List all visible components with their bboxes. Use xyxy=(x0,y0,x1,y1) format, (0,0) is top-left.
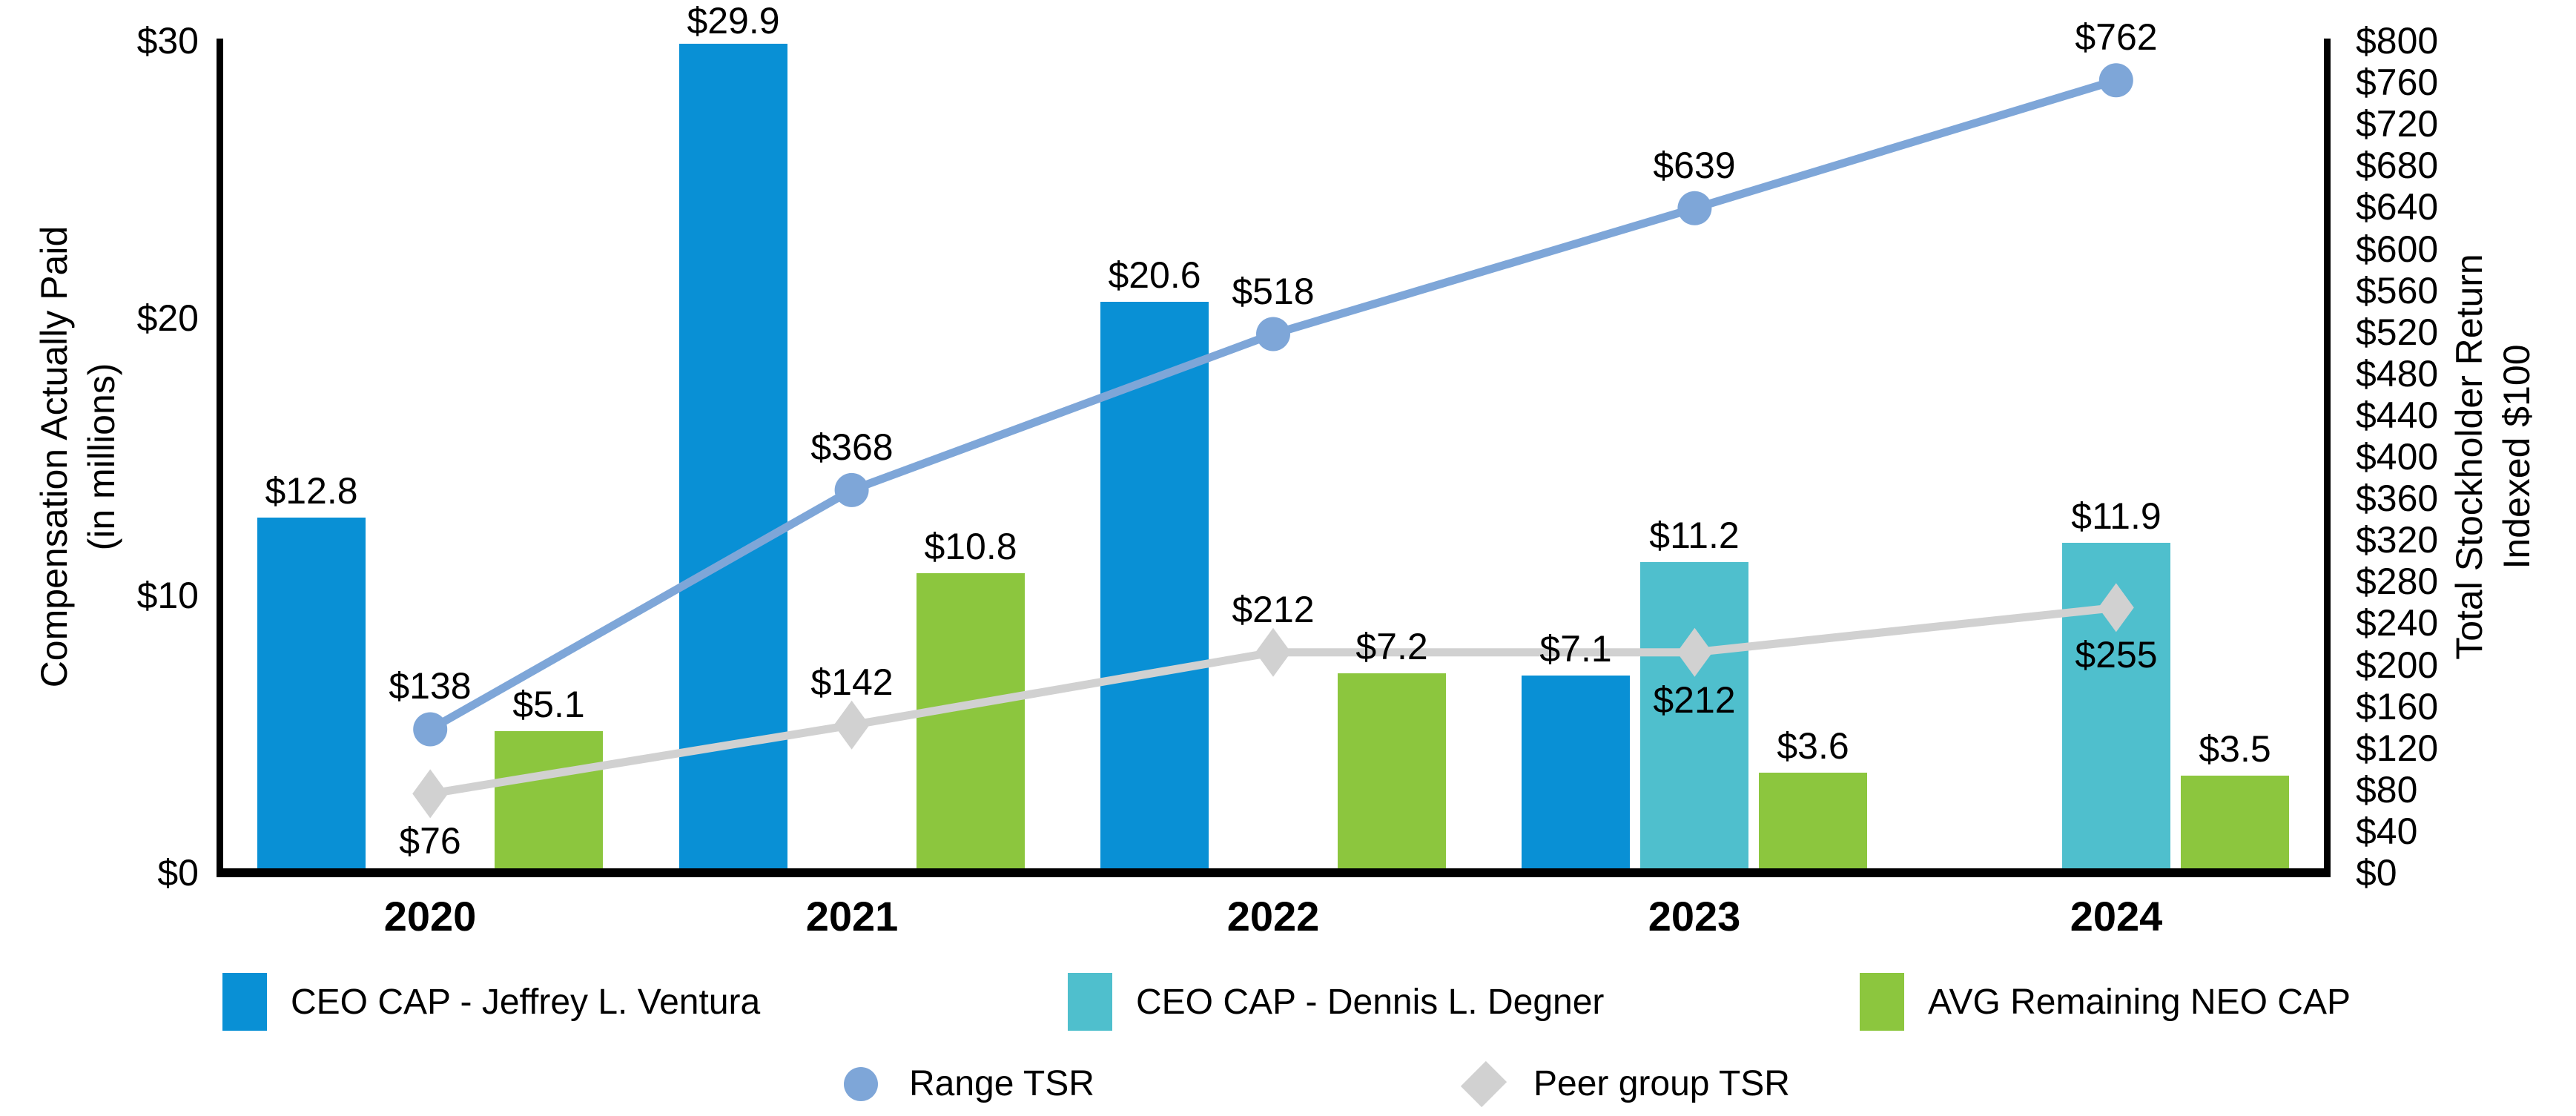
bar-value-label-avg-remaining-neo-cap-2024: $3.5 xyxy=(2199,728,2271,770)
point-value-label-peer-group-tsr-2024: $255 xyxy=(2075,634,2158,676)
bar-value-label-avg-remaining-neo-cap-2023: $3.6 xyxy=(1777,725,1849,767)
legend-label-range-tsr: Range TSR xyxy=(909,1064,1094,1103)
circle-marker-range-tsr-2021 xyxy=(834,472,869,507)
bar-avg-remaining-neo-cap-2021 xyxy=(917,573,1025,873)
bar-value-label-avg-remaining-neo-cap-2020: $5.1 xyxy=(512,684,585,725)
bar-avg-remaining-neo-cap-2022 xyxy=(1338,673,1446,873)
right-axis-tick-400: $400 xyxy=(2356,436,2439,478)
right-axis-tick-320: $320 xyxy=(2356,519,2439,561)
bar-ceo-cap-jeffrey-l-ventura-2023 xyxy=(1522,676,1630,873)
right-axis-tick-160: $160 xyxy=(2356,686,2439,727)
circle-marker-range-tsr-2022 xyxy=(1256,317,1290,351)
x-axis-label-2024: 2024 xyxy=(2070,893,2163,940)
bar-avg-remaining-neo-cap-2023 xyxy=(1759,773,1867,873)
right-axis-line xyxy=(2324,39,2331,877)
right-axis-tick-40: $40 xyxy=(2356,810,2418,852)
circle-marker-range-tsr-2023 xyxy=(1677,191,1712,225)
right-axis-tick-120: $120 xyxy=(2356,727,2439,769)
right-axis-tick-720: $720 xyxy=(2356,103,2439,145)
diamond-marker-peer-group-tsr-2022 xyxy=(1255,627,1291,677)
point-value-label-range-tsr-2022: $518 xyxy=(1232,271,1315,312)
bar-avg-remaining-neo-cap-2024 xyxy=(2181,776,2289,873)
right-axis-tick-680: $680 xyxy=(2356,145,2439,186)
left-axis-tick-20: $20 xyxy=(136,297,199,339)
right-axis-tick-80: $80 xyxy=(2356,769,2418,810)
bar-value-label-avg-remaining-neo-cap-2021: $10.8 xyxy=(924,526,1017,567)
legend-swatch-ceo-cap-degner xyxy=(1068,973,1112,1031)
point-value-label-range-tsr-2021: $368 xyxy=(810,426,894,468)
bar-value-label-ceo-cap-jeffrey-l-ventura-2021: $29.9 xyxy=(687,0,780,42)
diamond-marker-peer-group-tsr-2024 xyxy=(2098,583,2134,633)
circle-marker-range-tsr-2024 xyxy=(2098,63,2133,98)
point-value-label-range-tsr-2020: $138 xyxy=(389,665,472,707)
point-value-label-range-tsr-2023: $639 xyxy=(1653,145,1736,186)
point-value-label-peer-group-tsr-2022: $212 xyxy=(1232,589,1315,630)
x-axis-label-2020: 2020 xyxy=(383,893,477,940)
legend-marker-range-tsr-circle-icon xyxy=(844,1067,878,1101)
left-axis-tick-10: $10 xyxy=(136,575,199,616)
bar-value-label-ceo-cap-dennis-l-degner-2024: $11.9 xyxy=(2071,495,2161,537)
point-value-label-peer-group-tsr-2023: $212 xyxy=(1653,679,1736,721)
right-axis-tick-760: $760 xyxy=(2356,62,2439,103)
right-axis-tick-200: $200 xyxy=(2356,644,2439,686)
left-axis-line xyxy=(217,39,223,877)
right-axis-tick-240: $240 xyxy=(2356,602,2439,644)
legend-swatch-ceo-cap-ventura xyxy=(222,973,267,1031)
bar-ceo-cap-jeffrey-l-ventura-2020 xyxy=(257,518,366,873)
right-axis-tick-480: $480 xyxy=(2356,353,2439,394)
point-value-label-range-tsr-2024: $762 xyxy=(2075,16,2158,58)
diamond-marker-peer-group-tsr-2020 xyxy=(412,769,449,819)
right-axis-tick-800: $800 xyxy=(2356,20,2439,62)
right-axis-tick-0: $0 xyxy=(2356,852,2397,894)
point-value-label-peer-group-tsr-2021: $142 xyxy=(810,661,894,703)
circle-marker-range-tsr-2020 xyxy=(413,712,448,747)
right-axis-tick-520: $520 xyxy=(2356,311,2439,353)
bar-avg-remaining-neo-cap-2020 xyxy=(495,731,603,873)
point-value-label-peer-group-tsr-2020: $76 xyxy=(399,820,461,862)
legend-label-avg-neo-cap: AVG Remaining NEO CAP xyxy=(1928,983,2351,1022)
bar-value-label-avg-remaining-neo-cap-2022: $7.2 xyxy=(1355,626,1428,667)
bar-value-label-ceo-cap-jeffrey-l-ventura-2022: $20.6 xyxy=(1108,254,1201,296)
bar-value-label-ceo-cap-jeffrey-l-ventura-2020: $12.8 xyxy=(265,470,358,512)
right-axis-tick-360: $360 xyxy=(2356,478,2439,519)
right-axis-tick-640: $640 xyxy=(2356,186,2439,228)
left-axis-tick-30: $30 xyxy=(136,20,199,62)
right-axis-tick-560: $560 xyxy=(2356,270,2439,311)
legend-label-peer-group-tsr: Peer group TSR xyxy=(1533,1064,1790,1103)
diamond-marker-peer-group-tsr-2021 xyxy=(833,700,870,750)
diamond-marker-peer-group-tsr-2023 xyxy=(1677,627,1713,677)
legend-label-ceo-cap-ventura: CEO CAP - Jeffrey L. Ventura xyxy=(291,983,761,1022)
bar-ceo-cap-jeffrey-l-ventura-2022 xyxy=(1100,302,1209,873)
bar-ceo-cap-dennis-l-degner-2023 xyxy=(1640,562,1748,873)
x-axis-label-2021: 2021 xyxy=(805,893,899,940)
bar-value-label-ceo-cap-dennis-l-degner-2023: $11.2 xyxy=(1649,515,1740,556)
x-axis-label-2023: 2023 xyxy=(1648,893,1741,940)
x-axis-label-2022: 2022 xyxy=(1226,893,1320,940)
legend-label-ceo-cap-degner: CEO CAP - Dennis L. Degner xyxy=(1136,983,1605,1022)
right-axis-tick-280: $280 xyxy=(2356,561,2439,602)
x-axis-line xyxy=(217,868,2331,877)
left-axis-tick-0: $0 xyxy=(157,852,199,894)
bar-value-label-ceo-cap-jeffrey-l-ventura-2023: $7.1 xyxy=(1539,628,1612,670)
legend-swatch-avg-neo-cap xyxy=(1860,973,1904,1031)
right-axis-tick-440: $440 xyxy=(2356,394,2439,436)
right-axis-tick-600: $600 xyxy=(2356,228,2439,270)
